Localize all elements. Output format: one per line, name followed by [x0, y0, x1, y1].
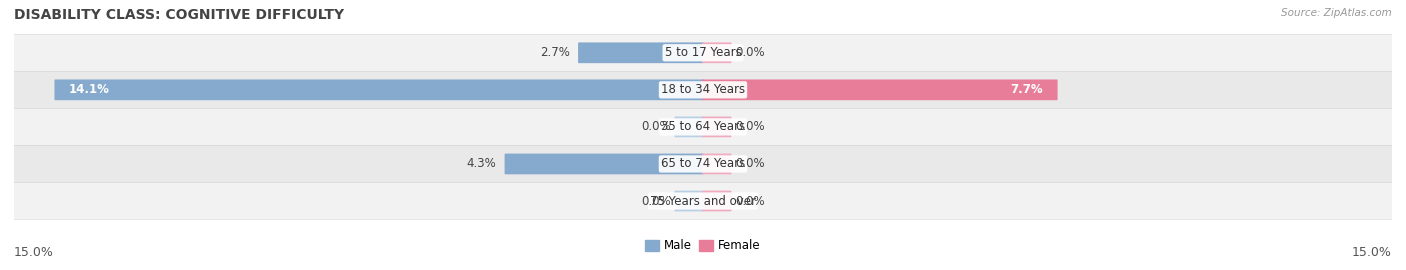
Text: 0.0%: 0.0%: [641, 120, 671, 133]
FancyBboxPatch shape: [702, 117, 731, 137]
FancyBboxPatch shape: [55, 79, 704, 100]
Text: 0.0%: 0.0%: [641, 194, 671, 208]
Text: 0.0%: 0.0%: [735, 157, 765, 170]
FancyBboxPatch shape: [675, 117, 704, 137]
Legend: Male, Female: Male, Female: [641, 235, 765, 257]
Text: 75 Years and over: 75 Years and over: [650, 194, 756, 208]
Text: 15.0%: 15.0%: [1353, 246, 1392, 259]
Text: 0.0%: 0.0%: [735, 194, 765, 208]
Text: 5 to 17 Years: 5 to 17 Years: [665, 46, 741, 59]
Text: Source: ZipAtlas.com: Source: ZipAtlas.com: [1281, 8, 1392, 18]
FancyBboxPatch shape: [702, 42, 731, 63]
Text: 15.0%: 15.0%: [14, 246, 53, 259]
FancyBboxPatch shape: [11, 71, 1395, 108]
FancyBboxPatch shape: [11, 146, 1395, 183]
FancyBboxPatch shape: [702, 191, 731, 211]
Text: 14.1%: 14.1%: [69, 83, 110, 96]
FancyBboxPatch shape: [11, 34, 1395, 71]
FancyBboxPatch shape: [702, 79, 1057, 100]
Text: 0.0%: 0.0%: [735, 46, 765, 59]
FancyBboxPatch shape: [675, 191, 704, 211]
Text: DISABILITY CLASS: COGNITIVE DIFFICULTY: DISABILITY CLASS: COGNITIVE DIFFICULTY: [14, 8, 344, 22]
Text: 65 to 74 Years: 65 to 74 Years: [661, 157, 745, 170]
Text: 0.0%: 0.0%: [735, 120, 765, 133]
Text: 18 to 34 Years: 18 to 34 Years: [661, 83, 745, 96]
FancyBboxPatch shape: [11, 183, 1395, 220]
FancyBboxPatch shape: [505, 154, 704, 174]
Text: 4.3%: 4.3%: [467, 157, 496, 170]
FancyBboxPatch shape: [11, 108, 1395, 146]
Text: 2.7%: 2.7%: [540, 46, 569, 59]
Text: 7.7%: 7.7%: [1011, 83, 1043, 96]
FancyBboxPatch shape: [578, 42, 704, 63]
Text: 35 to 64 Years: 35 to 64 Years: [661, 120, 745, 133]
FancyBboxPatch shape: [702, 154, 731, 174]
